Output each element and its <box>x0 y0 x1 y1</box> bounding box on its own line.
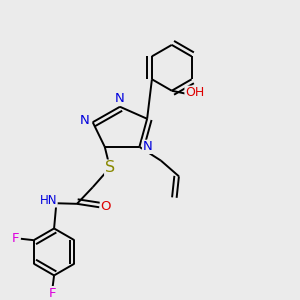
Text: F: F <box>12 232 20 245</box>
Text: F: F <box>49 287 56 300</box>
Text: O: O <box>100 200 111 213</box>
Text: HN: HN <box>40 194 57 207</box>
Text: N: N <box>80 114 90 127</box>
Text: OH: OH <box>185 86 204 99</box>
Text: N: N <box>115 92 124 105</box>
Text: S: S <box>105 160 115 175</box>
Text: N: N <box>142 140 152 153</box>
